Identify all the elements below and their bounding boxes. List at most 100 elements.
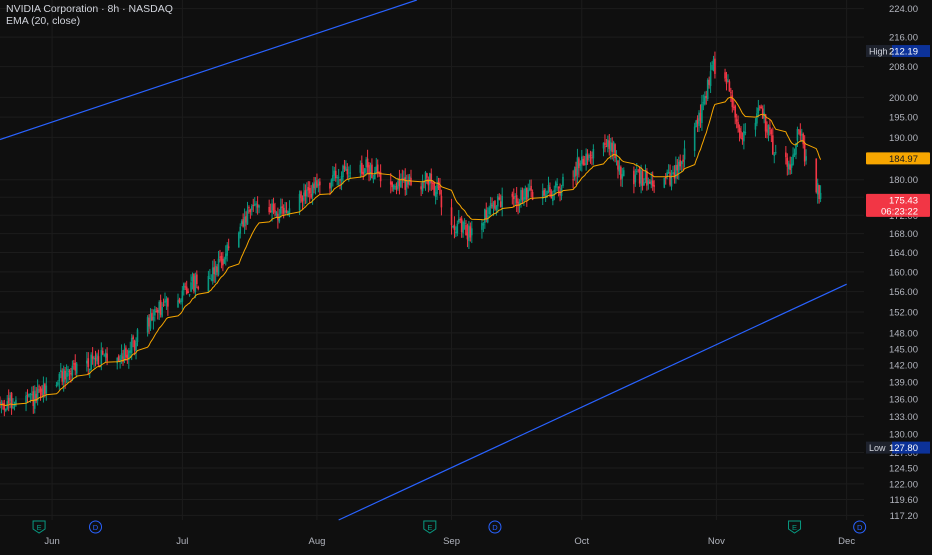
candle-body[interactable]: [342, 165, 344, 178]
candle-body[interactable]: [620, 166, 622, 180]
candle-body[interactable]: [303, 192, 305, 201]
candle-body[interactable]: [155, 311, 158, 313]
candle-body[interactable]: [618, 165, 621, 172]
candle-body[interactable]: [251, 206, 253, 211]
candle-body[interactable]: [734, 105, 736, 118]
candle-body[interactable]: [585, 153, 587, 166]
candle-body[interactable]: [433, 182, 435, 196]
candle-body[interactable]: [210, 279, 213, 281]
candle-body[interactable]: [271, 203, 273, 213]
candle-body[interactable]: [735, 119, 738, 122]
candle-body[interactable]: [132, 336, 134, 340]
candle-body[interactable]: [740, 131, 742, 138]
candle-body[interactable]: [90, 354, 92, 370]
dividend-event-marker[interactable]: [89, 520, 103, 534]
candle-body[interactable]: [0, 402, 3, 405]
candle-body[interactable]: [13, 404, 16, 406]
candle-body[interactable]: [277, 213, 279, 220]
candle-body[interactable]: [683, 148, 686, 160]
candle-body[interactable]: [193, 273, 195, 291]
candle-body[interactable]: [482, 223, 485, 226]
candle-body[interactable]: [401, 178, 404, 181]
candle-body[interactable]: [65, 372, 68, 377]
candle-body[interactable]: [319, 181, 321, 186]
candle-body[interactable]: [647, 180, 650, 185]
candle-body[interactable]: [219, 256, 221, 258]
candle-body[interactable]: [484, 209, 486, 223]
candle-body[interactable]: [55, 384, 58, 386]
candle-body[interactable]: [576, 157, 579, 175]
candle-body[interactable]: [279, 206, 282, 214]
candle-body[interactable]: [664, 176, 667, 179]
candle-body[interactable]: [611, 143, 613, 153]
candle-body[interactable]: [798, 129, 800, 131]
earnings-event-marker[interactable]: [788, 520, 802, 534]
candle-body[interactable]: [372, 178, 375, 180]
candle-body[interactable]: [316, 180, 318, 188]
candle-body[interactable]: [397, 181, 399, 189]
candle-body[interactable]: [436, 184, 438, 195]
candle-body[interactable]: [772, 135, 774, 155]
candle-body[interactable]: [488, 207, 490, 215]
candle-body[interactable]: [773, 154, 776, 157]
candle-body[interactable]: [770, 129, 773, 135]
candle-body[interactable]: [162, 304, 165, 306]
candle-body[interactable]: [469, 226, 472, 238]
candle-body[interactable]: [515, 195, 518, 203]
candle-body[interactable]: [420, 186, 422, 190]
candle-body[interactable]: [117, 356, 120, 362]
candle-body[interactable]: [329, 183, 331, 189]
candle-body[interactable]: [465, 225, 467, 236]
candle-body[interactable]: [128, 350, 130, 360]
candle-body[interactable]: [440, 195, 443, 208]
candle-body[interactable]: [308, 187, 311, 194]
candle-body[interactable]: [224, 253, 227, 260]
candle-body[interactable]: [591, 157, 593, 159]
candle-body[interactable]: [246, 209, 249, 225]
candle-body[interactable]: [667, 171, 670, 173]
candle-body[interactable]: [10, 392, 13, 408]
candle-body[interactable]: [278, 216, 281, 222]
candle-body[interactable]: [744, 131, 747, 134]
candle-body[interactable]: [12, 406, 14, 409]
candle-body[interactable]: [637, 169, 640, 171]
candle-body[interactable]: [340, 175, 343, 181]
candle-body[interactable]: [120, 353, 123, 359]
candle-body[interactable]: [651, 180, 654, 187]
candle-body[interactable]: [209, 278, 211, 280]
candle-body[interactable]: [463, 222, 466, 224]
candle-body[interactable]: [612, 142, 615, 152]
candle-body[interactable]: [75, 363, 78, 374]
candle-body[interactable]: [126, 354, 129, 359]
candle-body[interactable]: [167, 298, 169, 307]
candle-body[interactable]: [177, 300, 179, 308]
candle-body[interactable]: [815, 158, 818, 193]
candle-body[interactable]: [119, 358, 121, 361]
candle-body[interactable]: [4, 408, 7, 411]
candle-body[interactable]: [527, 189, 530, 198]
candle-body[interactable]: [495, 206, 498, 210]
candle-body[interactable]: [459, 219, 462, 221]
candle-body[interactable]: [146, 317, 149, 333]
candle-body[interactable]: [546, 190, 548, 195]
candle-body[interactable]: [227, 246, 230, 248]
candle-body[interactable]: [802, 133, 805, 145]
candle-body[interactable]: [94, 357, 97, 359]
candle-body[interactable]: [213, 267, 215, 275]
candle-body[interactable]: [41, 388, 43, 396]
candle-body[interactable]: [530, 185, 532, 191]
candle-body[interactable]: [332, 175, 334, 182]
candle-body[interactable]: [28, 393, 30, 397]
candle-body[interactable]: [191, 276, 194, 282]
candle-body[interactable]: [712, 59, 715, 65]
candle-body[interactable]: [159, 300, 162, 315]
candle-body[interactable]: [608, 140, 611, 149]
candle-body[interactable]: [106, 353, 108, 362]
candle-body[interactable]: [758, 106, 761, 108]
candle-body[interactable]: [133, 340, 136, 351]
candle-body[interactable]: [314, 181, 317, 190]
candle-body[interactable]: [643, 182, 645, 186]
candle-body[interactable]: [816, 183, 819, 195]
candle-body[interactable]: [785, 152, 787, 158]
candle-body[interactable]: [211, 267, 214, 282]
